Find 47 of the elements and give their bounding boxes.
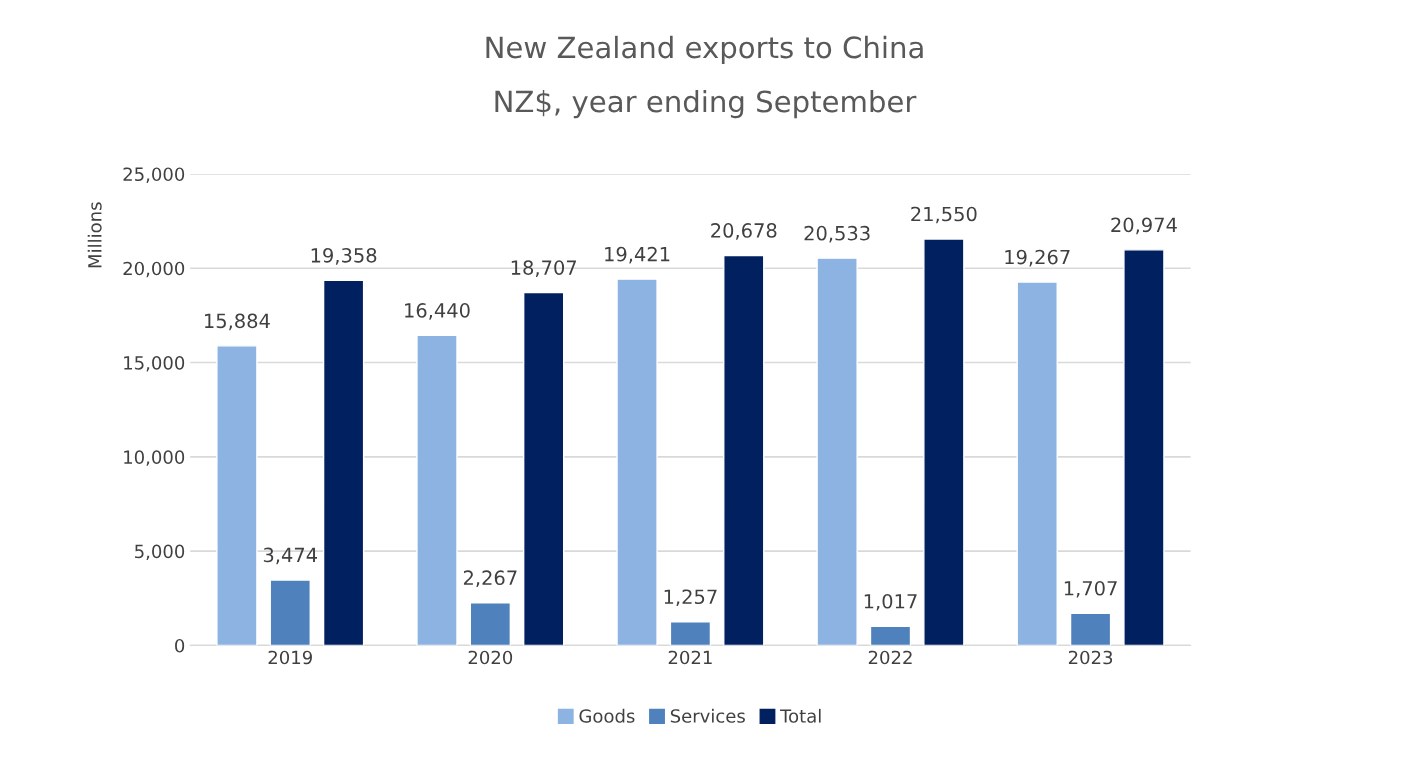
x-tick-label: 2021 — [668, 650, 712, 665]
bar — [1123, 249, 1165, 646]
x-tick-label: 2020 — [468, 650, 513, 665]
bar — [322, 279, 365, 646]
data-label: 19,358 — [311, 247, 377, 265]
y-axis-title: Millions — [87, 202, 102, 268]
data-label: 1,017 — [864, 593, 917, 611]
data-label: 2,267 — [463, 570, 517, 588]
bar — [723, 254, 765, 646]
y-tick-label: 15,000 — [124, 356, 185, 372]
legend-label: Goods — [579, 708, 635, 723]
data-label: 21,550 — [911, 206, 977, 224]
data-label: 15,884 — [205, 313, 270, 331]
bar — [1069, 612, 1112, 646]
legend-label: Total — [780, 708, 821, 723]
data-label: 19,421 — [605, 246, 670, 264]
data-label: 20,678 — [711, 223, 777, 240]
y-tick-label: 0 — [175, 638, 185, 653]
chart-subtitle: NZ$, year ending September — [495, 89, 917, 119]
chart-title: New Zealand exports to China — [486, 35, 923, 65]
bar — [216, 345, 258, 646]
bar — [616, 278, 658, 646]
data-label: 3,474 — [263, 547, 317, 565]
x-tick-label: 2022 — [868, 650, 912, 665]
legend-label: Services — [670, 708, 745, 723]
bar — [522, 291, 565, 646]
bar — [669, 621, 712, 646]
data-label: 1,707 — [1064, 580, 1117, 598]
y-tick-label: 25,000 — [123, 167, 185, 183]
data-label: 1,257 — [664, 589, 717, 607]
data-label: 18,707 — [511, 260, 577, 277]
bar — [923, 238, 965, 646]
bar — [1016, 281, 1058, 646]
x-tick-label: 2023 — [1068, 650, 1113, 665]
y-tick-label: 5,000 — [135, 544, 185, 561]
bar — [469, 602, 512, 646]
data-label: 16,440 — [405, 303, 470, 320]
bar — [869, 625, 912, 646]
y-tick-label: 20,000 — [123, 261, 185, 278]
y-tick-label: 10,000 — [124, 450, 185, 466]
data-label: 20,974 — [1111, 217, 1177, 235]
data-label: 19,267 — [1005, 249, 1070, 267]
bar — [416, 334, 458, 646]
x-tick-label: 2019 — [268, 650, 312, 665]
bar — [816, 257, 858, 646]
data-label: 20,533 — [804, 225, 870, 243]
bar — [269, 579, 311, 646]
